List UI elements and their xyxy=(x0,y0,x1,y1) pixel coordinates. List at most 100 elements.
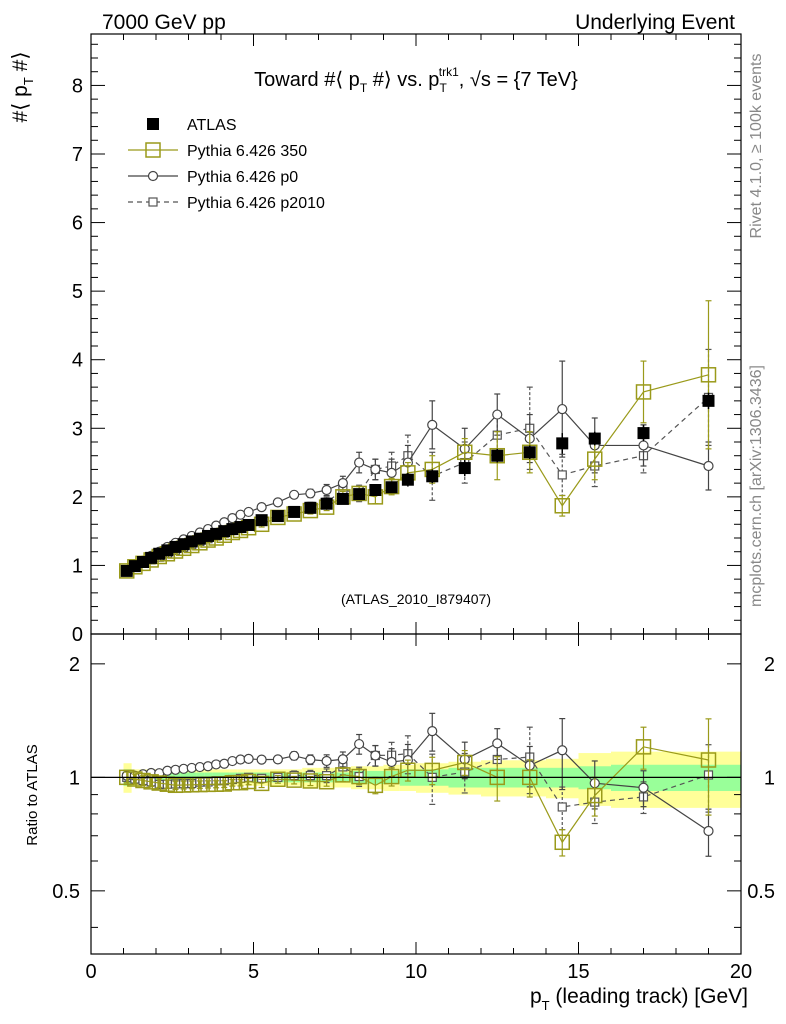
ratio-point-pythia-6-426-p0 xyxy=(202,761,214,772)
legend-marker-atlas xyxy=(147,118,159,130)
ratio-point-pythia-6-426-350 xyxy=(335,767,351,783)
legend-label-pythia-6-426-p2010: Pythia 6.426 p2010 xyxy=(187,195,325,212)
ratio-point-pythia-6-426-350 xyxy=(367,777,384,794)
ratio-point-pythia-6-426-350 xyxy=(587,787,603,804)
xlabel-pre: p xyxy=(530,985,542,1008)
point-pythia-6-426-350 xyxy=(457,444,473,461)
y-axis-label: #⟨ pT #⟩ xyxy=(9,51,36,122)
ylabel-pre: #⟨ p xyxy=(9,85,32,122)
point-atlas xyxy=(304,501,317,514)
xlabel-sub: T xyxy=(542,998,550,1013)
point-atlas xyxy=(401,473,414,486)
xlabel-post: (leading track) [GeV] xyxy=(550,985,748,1008)
point-atlas xyxy=(523,446,536,459)
point-atlas xyxy=(255,514,268,527)
ratio-point-pythia-6-426-350 xyxy=(700,752,717,768)
ratio-point-pythia-6-426-350 xyxy=(151,775,167,791)
legend-label-pythia-6-426-350: Pythia 6.426 350 xyxy=(187,143,307,160)
header-left: 7000 GeV pp xyxy=(102,11,226,34)
point-atlas xyxy=(491,449,504,462)
point-pythia-6-426-p0 xyxy=(354,457,365,468)
point-atlas xyxy=(288,505,301,518)
point-pythia-6-426-350 xyxy=(522,444,538,461)
ratio-point-pythia-6-426-350 xyxy=(167,777,184,794)
ratio-point-pythia-6-426-350 xyxy=(302,773,319,789)
point-pythia-6-426-350 xyxy=(700,367,717,383)
ylabel-sub: T xyxy=(21,77,36,85)
point-atlas xyxy=(320,497,333,510)
ratio-point-pythia-6-426-350 xyxy=(253,775,270,792)
ratio-y-tick-label-right: 2 xyxy=(764,654,775,676)
ratio-point-pythia-6-426-p0 xyxy=(557,745,568,756)
point-atlas xyxy=(637,427,650,440)
x-tick-label: 0 xyxy=(85,961,96,983)
ratio-point-pythia-6-426-p0 xyxy=(703,825,714,837)
legend-marker-pythia-6-426-p0 xyxy=(147,170,159,182)
point-pythia-6-426-350 xyxy=(554,498,570,514)
ratio-point-pythia-6-426-p0 xyxy=(337,754,348,765)
point-pythia-6-426-p0 xyxy=(337,478,348,489)
point-pythia-6-426-p0 xyxy=(243,506,254,518)
ratio-plot-series xyxy=(91,712,741,857)
point-atlas xyxy=(369,484,382,496)
legend-marker-pythia-6-426-350 xyxy=(145,142,161,158)
legend-label-atlas: ATLAS xyxy=(187,117,237,134)
point-atlas xyxy=(271,510,284,523)
y-tick-label: 1 xyxy=(72,555,83,577)
legend-marker-pythia-6-426-p2010 xyxy=(148,197,158,207)
ratio-point-pythia-6-426-p0 xyxy=(227,755,238,767)
point-pythia-6-426-350 xyxy=(587,451,603,467)
point-pythia-6-426-p0 xyxy=(557,403,568,415)
legend-label-pythia-6-426-p0: Pythia 6.426 p0 xyxy=(187,169,298,186)
point-atlas xyxy=(353,488,366,501)
ratio-y-tick-label-right: 0.5 xyxy=(747,881,775,903)
axes: 0 5 10 15 20 0 1 2 3 4 5 6 7 8 0.5 0.5 1 1 2 2 xyxy=(52,34,775,983)
ratio-point-pythia-6-426-p0 xyxy=(272,754,283,765)
ratio-y-tick-label: 1 xyxy=(69,767,80,789)
ratio-point-pythia-6-426-p0 xyxy=(354,738,365,750)
y-tick-label: 5 xyxy=(72,281,83,303)
y-tick-label: 6 xyxy=(72,213,83,235)
ratio-point-pythia-6-426-350 xyxy=(554,834,570,851)
title-part-post: , √s = {7 TeV} xyxy=(459,69,578,91)
point-pythia-6-426-p0 xyxy=(386,467,397,478)
y-tick-label: 2 xyxy=(72,487,83,509)
title-part-sup2: trk1 xyxy=(439,65,459,79)
ratio-y-axis-label: Ratio to ATLAS xyxy=(24,744,41,845)
ratio-point-pythia-6-426-350 xyxy=(240,773,257,790)
series-line-pythia-6-426-350 xyxy=(126,374,709,572)
ratio-point-pythia-6-426-p0 xyxy=(305,754,316,765)
y-tick-label: 4 xyxy=(72,350,83,372)
x-tick-label: 20 xyxy=(730,961,752,983)
ratio-point-pythia-6-426-p2010 xyxy=(557,802,567,812)
ylabel-post: #⟩ xyxy=(9,51,32,77)
ratio-y-tick-label-right: 1 xyxy=(764,767,775,789)
ratio-point-pythia-6-426-350 xyxy=(351,768,367,785)
point-atlas xyxy=(458,462,471,475)
mcplots-label: mcplots.cern.ch [arXiv:1306.3436] xyxy=(748,365,765,607)
point-pythia-6-426-p0 xyxy=(703,460,714,472)
ratio-point-pythia-6-426-p0 xyxy=(243,753,254,764)
ratio-point-pythia-6-426-p0 xyxy=(427,726,438,737)
point-pythia-6-426-350 xyxy=(489,447,505,464)
ratio-point-pythia-6-426-p0 xyxy=(638,782,649,793)
ratio-y-tick-label: 0.5 xyxy=(52,881,80,903)
ratio-point-pythia-6-426-350 xyxy=(270,771,286,788)
ratio-point-pythia-6-426-350 xyxy=(143,774,159,790)
ratio-point-pythia-6-426-350 xyxy=(635,739,652,755)
title-part-pre: Toward #⟨ p xyxy=(254,69,360,91)
point-pythia-6-426-p0 xyxy=(256,502,267,513)
header-right: Underlying Event xyxy=(575,11,735,34)
point-pythia-6-426-p0 xyxy=(638,440,649,451)
title-part-sub2: T xyxy=(439,81,447,95)
plot-title: Toward #⟨ pT #⟩ vs. pTtrk1, √s = {7 TeV} xyxy=(254,65,578,95)
ratio-point-pythia-6-426-p0 xyxy=(289,750,300,761)
point-atlas xyxy=(385,481,398,494)
point-atlas xyxy=(426,470,439,483)
title-part-sub1: T xyxy=(360,81,368,95)
ratio-point-pythia-6-426-p0 xyxy=(370,750,381,761)
x-tick-label: 5 xyxy=(248,961,259,983)
title-part-mid: #⟩ vs. p xyxy=(367,69,439,91)
ratio-point-pythia-6-426-p0 xyxy=(256,754,267,765)
